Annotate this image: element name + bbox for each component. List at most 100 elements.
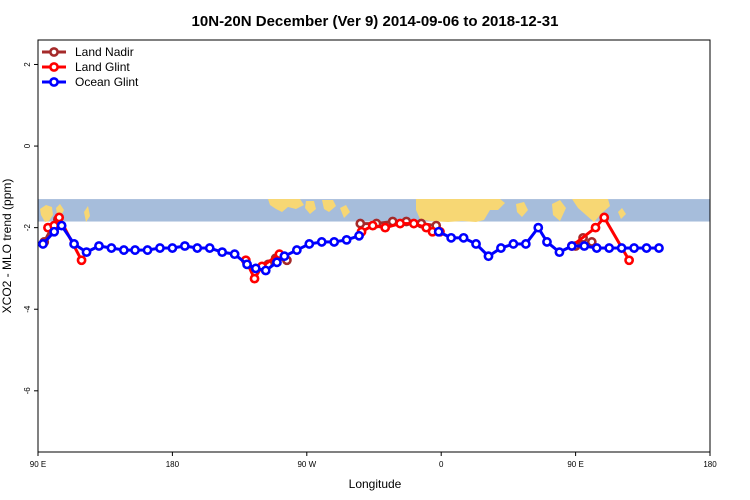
data-point bbox=[496, 243, 506, 253]
x-tick-label: 90 E bbox=[30, 460, 46, 469]
data-point bbox=[249, 273, 260, 284]
x-tick-label: 90 W bbox=[297, 460, 316, 469]
data-point bbox=[38, 239, 48, 249]
x-axis: 90 E 180 90 W 0 90 E 180 bbox=[30, 452, 717, 469]
data-point bbox=[106, 243, 117, 253]
data-point bbox=[508, 239, 519, 249]
y-tick-label: -4 bbox=[23, 305, 32, 313]
x-tick-label: 90 E bbox=[567, 460, 583, 469]
data-point bbox=[483, 251, 494, 262]
y-tick-label: 0 bbox=[23, 143, 32, 148]
series-ocean-glint bbox=[38, 220, 664, 276]
map-land-0 bbox=[40, 205, 53, 222]
x-tick-label: 0 bbox=[439, 460, 444, 469]
data-point bbox=[192, 243, 203, 253]
data-point bbox=[81, 247, 92, 258]
data-point bbox=[167, 243, 178, 253]
data-point bbox=[76, 255, 87, 266]
data-point bbox=[590, 222, 601, 233]
data-point bbox=[616, 243, 627, 253]
map-land-2 bbox=[84, 206, 90, 222]
data-point bbox=[94, 241, 104, 251]
series-line-segment bbox=[570, 226, 597, 248]
legend-label: Land Nadir bbox=[75, 45, 134, 59]
data-point bbox=[291, 245, 302, 255]
map-ocean bbox=[38, 199, 710, 222]
data-point bbox=[579, 241, 590, 251]
legend-marker bbox=[49, 62, 59, 72]
data-point bbox=[329, 237, 340, 247]
map-land-10 bbox=[572, 199, 610, 222]
data-point bbox=[54, 212, 65, 223]
map-land-5 bbox=[322, 200, 336, 212]
map-land-6 bbox=[340, 205, 350, 218]
data-point bbox=[408, 218, 419, 229]
map-land-8 bbox=[516, 202, 528, 217]
map-land-11 bbox=[618, 208, 626, 219]
y-tick-label: -2 bbox=[23, 224, 32, 232]
data-point bbox=[142, 245, 153, 255]
data-point bbox=[624, 255, 635, 266]
data-point bbox=[604, 243, 615, 253]
map-land-7 bbox=[416, 199, 505, 222]
x-tick-label: 180 bbox=[703, 460, 717, 469]
data-point bbox=[217, 247, 228, 258]
legend-marker bbox=[49, 77, 59, 87]
data-point bbox=[446, 232, 457, 243]
y-tick-label: -6 bbox=[23, 387, 32, 395]
data-point bbox=[304, 239, 315, 249]
data-point bbox=[179, 241, 190, 251]
data-point bbox=[130, 245, 140, 255]
legend-marker bbox=[49, 47, 59, 57]
data-point bbox=[380, 222, 391, 233]
data-point bbox=[566, 241, 577, 251]
map-land-9 bbox=[552, 200, 566, 221]
series-line-segment bbox=[602, 216, 631, 262]
chart-title: 10N-20N December (Ver 9) 2014-09-06 to 2… bbox=[192, 13, 559, 30]
data-point bbox=[56, 220, 67, 231]
map-strip bbox=[38, 199, 710, 222]
data-point bbox=[471, 239, 481, 249]
legend-label: Ocean Glint bbox=[75, 75, 139, 89]
data-point bbox=[629, 243, 639, 253]
data-point bbox=[118, 245, 129, 255]
data-point bbox=[586, 237, 597, 247]
data-point bbox=[395, 218, 406, 229]
data-point bbox=[599, 212, 610, 223]
data-point bbox=[520, 239, 531, 249]
data-point bbox=[591, 243, 602, 253]
data-point bbox=[204, 243, 215, 253]
data-point bbox=[242, 259, 252, 270]
data-point bbox=[49, 226, 60, 237]
data-point bbox=[260, 265, 271, 276]
y-axis-label: XCO2 - MLO trend (ppm) bbox=[0, 179, 14, 314]
data-point bbox=[533, 222, 544, 233]
data-point bbox=[279, 251, 290, 262]
data-point bbox=[458, 232, 469, 243]
data-point bbox=[316, 237, 327, 247]
data-point bbox=[229, 249, 240, 260]
y-axis: 2 0 -2 -4 -6 bbox=[23, 62, 38, 395]
legend-label: Land Glint bbox=[75, 60, 130, 74]
data-point bbox=[554, 247, 565, 258]
data-point bbox=[250, 263, 261, 274]
data-point bbox=[641, 243, 652, 253]
data-point bbox=[433, 226, 444, 237]
data-point bbox=[155, 243, 165, 253]
data-point bbox=[654, 243, 664, 253]
data-point bbox=[354, 230, 364, 241]
data-point bbox=[355, 218, 366, 229]
x-axis-label: Longitude bbox=[349, 477, 402, 491]
plot-frame bbox=[37, 39, 711, 453]
x-tick-label: 180 bbox=[166, 460, 180, 469]
map-land-4 bbox=[305, 201, 316, 214]
data-point bbox=[69, 239, 79, 249]
data-point bbox=[367, 220, 378, 231]
map-land-3 bbox=[268, 199, 304, 212]
data-point bbox=[272, 257, 282, 268]
data-point bbox=[542, 237, 552, 247]
series-layer bbox=[38, 212, 664, 284]
y-tick-label: 2 bbox=[23, 62, 32, 67]
data-point bbox=[341, 234, 352, 245]
